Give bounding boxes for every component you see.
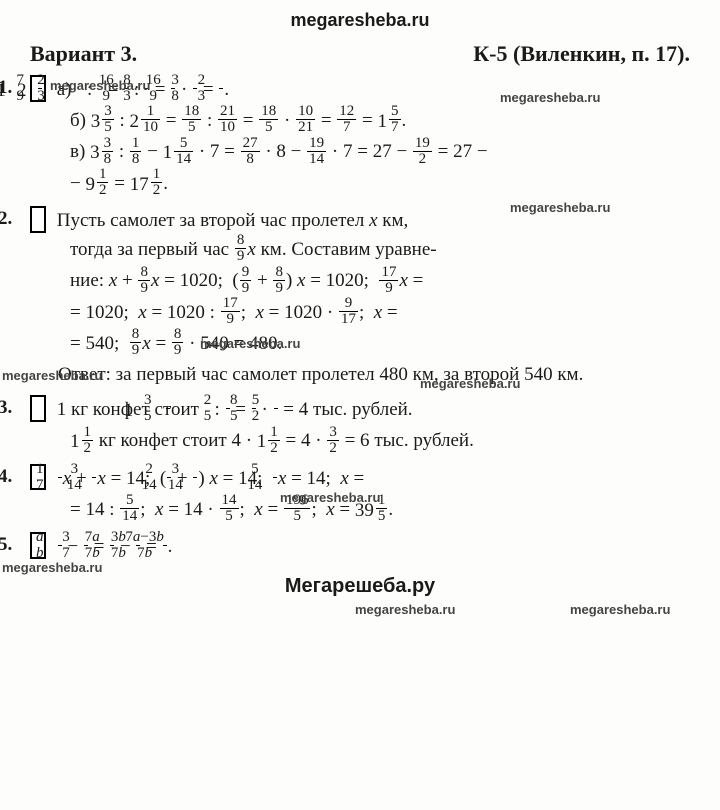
problem-3: 3. 1 кг конфет стоит 135 : 25 = 85 · 52 … [30,395,690,457]
p5-math: ab − 37 = 7a7b − 3b7b = 7a−3b7b. [57,536,173,557]
site-url-bottom: Мегарешеба.ру [30,575,690,598]
p2-l1b: км, [378,210,409,231]
site-url-top: megaresheba.ru [30,10,690,31]
p3-line2: 112 кг конфет стоит 4 · 112 = 4 · 32 = 6… [70,426,690,457]
problem-4: 4. 17x + 314x = 14; (214 + 314) x = 14; … [30,464,690,526]
p2-line3: ние: x + 89x = 1020; (99 + 89) x = 1020;… [70,266,690,297]
p1c-prefix: в) [70,141,90,162]
p2-line4: = 1020; x = 1020 : 179; x = 1020 · 917; … [70,298,690,329]
problem-5: 5. ab − 37 = 7a7b − 3b7b = 7a−3b7b. [30,532,690,563]
p2-line5: = 540; 89x = 89 · 540 = 480. [70,329,690,360]
p3-l1b: тыс. рублей. [308,399,412,420]
variant-label: Вариант 3. [30,41,137,67]
problem-number-2: 2. [30,206,46,233]
problem-1: 1. а) 179 : 223 = 169 : 83 = 169 · 38 = … [30,75,690,200]
p1b-prefix: б) [70,110,91,131]
p2-l1a: Пусть самолет за второй час пролетел [57,210,369,231]
problem-number-3: 3. [30,395,46,422]
p1c-math-2: − 912 = 1712. [70,173,168,194]
page: megaresheba.ru Вариант 3. К-5 (Виленкин,… [0,0,720,618]
p1a-math: 179 : 223 = 169 : 83 = 169 · 38 = 23. [76,79,229,100]
problem-2: 2. Пусть самолет за второй час пролетел … [30,206,690,389]
p1c-math: 338 : 18 − 1514 · 7 = 278 · 8 − 1914 · 7… [90,141,488,162]
p2-answer: Ответ: за первый час самолет пролетел 48… [30,360,690,389]
header-row: Вариант 3. К-5 (Виленкин, п. 17). [30,41,690,67]
p4-math: 17x + 314x = 14; (214 + 314) x = 14; 514… [57,468,365,489]
p2-line2: тогда за первый час 89x км. Составим ура… [70,235,690,266]
p4-math-2: = 14 : 514; x = 14 · 145; x = 1965; x = … [70,495,690,526]
p1b-math: 335 : 2110 = 185 : 2110 = 185 · 1021 = 1… [91,110,407,131]
work-label: К-5 (Виленкин, п. 17). [473,41,690,67]
